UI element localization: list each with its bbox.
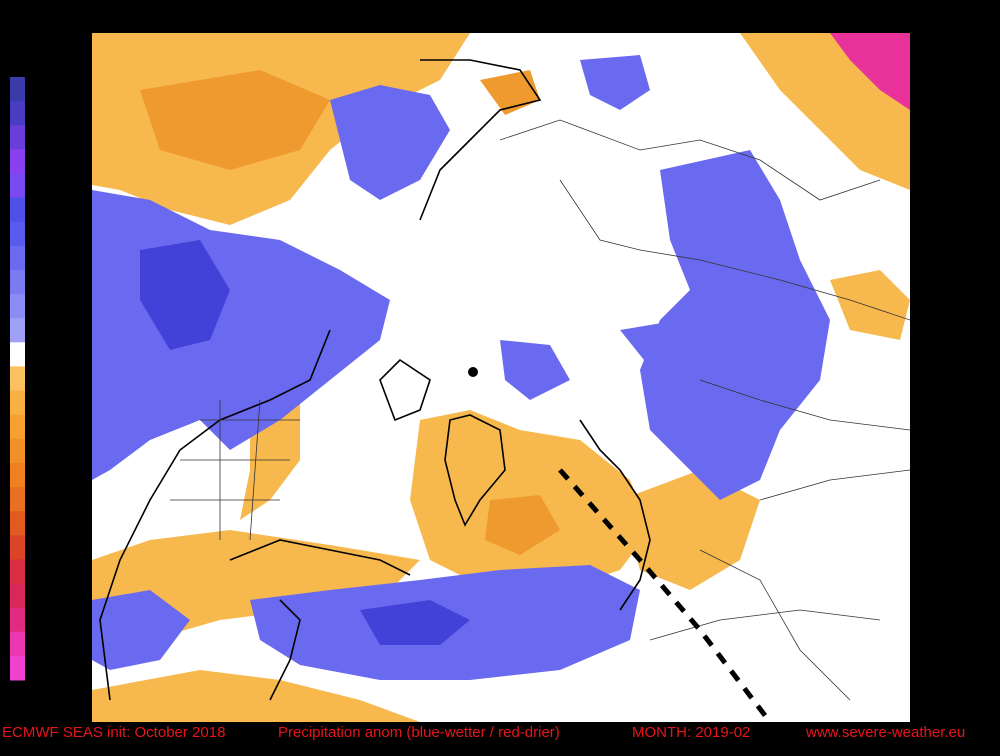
coastlines: [99, 59, 651, 701]
init-label: ECMWF SEAS init: October 2018: [2, 724, 225, 741]
colorbar-segment: [10, 511, 25, 536]
colorbar-segment: [10, 245, 25, 271]
colorbar-segment: [10, 655, 25, 681]
description-label: Precipitation anom (blue-wetter / red-dr…: [278, 724, 560, 741]
colorbar-segment: [10, 77, 25, 102]
colorbar-segment: [10, 101, 25, 126]
colorbar-segment: [10, 342, 25, 367]
colorbar-segment: [10, 269, 25, 295]
colorbar-segment: [10, 197, 25, 223]
colorbar-segment: [10, 221, 25, 247]
colorbar-segment: [10, 438, 25, 464]
wetter-strong: [140, 240, 470, 645]
colorbar-segment: [10, 487, 25, 512]
colorbar-segment: [10, 173, 25, 199]
dashed-line: [558, 468, 772, 722]
colorbar-segment: [10, 318, 25, 343]
colorbar-segment: [10, 149, 25, 174]
colorbar-segment: [10, 535, 25, 560]
colorbar-segment: [10, 583, 25, 609]
colorbar-segment: [10, 559, 25, 585]
colorbar-segment: [10, 607, 25, 633]
pole-marker: [468, 367, 478, 377]
wetter-areas: [92, 55, 830, 680]
map: [92, 33, 910, 722]
colorbar-segment: [10, 631, 25, 657]
magenta-area: [830, 33, 910, 110]
colorbar-segment: [10, 462, 25, 488]
colorbar-segment: [10, 366, 25, 392]
colorbar-segment: [10, 125, 25, 150]
month-label: MONTH: 2019-02: [632, 724, 750, 741]
drier-strong: [140, 70, 560, 555]
borders: [170, 119, 910, 701]
colorbar-segment: [10, 294, 25, 319]
colorbar: [10, 77, 25, 681]
colorbar-segment: [10, 414, 25, 440]
colorbar-segment: [10, 390, 25, 416]
website-label: www.severe-weather.eu: [805, 724, 965, 741]
